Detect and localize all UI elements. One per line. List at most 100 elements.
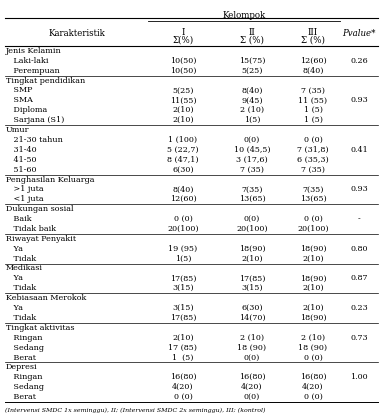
Text: 6(30): 6(30): [241, 304, 263, 312]
Text: 9(45): 9(45): [241, 97, 263, 104]
Text: 0.73: 0.73: [350, 334, 368, 342]
Text: Tidak baik: Tidak baik: [6, 225, 56, 233]
Text: I: I: [181, 28, 185, 37]
Text: 51-60: 51-60: [6, 166, 37, 173]
Text: 3(15): 3(15): [241, 284, 263, 292]
Text: 0.23: 0.23: [350, 304, 368, 312]
Text: 21-30 tahun: 21-30 tahun: [6, 136, 63, 144]
Text: Berat: Berat: [6, 393, 36, 401]
Text: Baik: Baik: [6, 215, 32, 223]
Text: Diploma: Diploma: [6, 106, 47, 114]
Text: Jenis Kelamin: Jenis Kelamin: [6, 47, 62, 55]
Text: III: III: [308, 28, 318, 37]
Text: Penghasilan Keluarga: Penghasilan Keluarga: [6, 176, 94, 183]
Text: 16(80): 16(80): [300, 373, 326, 381]
Text: <1 juta: <1 juta: [6, 195, 44, 203]
Text: Kelompok: Kelompok: [222, 11, 265, 20]
Text: 7 (31,8): 7 (31,8): [297, 146, 329, 154]
Text: 4(20): 4(20): [302, 383, 324, 391]
Text: 0.80: 0.80: [350, 245, 368, 253]
Text: 5(25): 5(25): [241, 67, 263, 75]
Text: 10(50): 10(50): [170, 57, 196, 65]
Text: Riwayat Penyakit: Riwayat Penyakit: [6, 235, 76, 243]
Text: 1 (100): 1 (100): [168, 136, 197, 144]
Text: Tingkat pendidikan: Tingkat pendidikan: [6, 77, 85, 84]
Text: 0(0): 0(0): [244, 354, 260, 362]
Text: 18(90): 18(90): [300, 245, 326, 253]
Text: >1 juta: >1 juta: [6, 186, 44, 193]
Text: 8(40): 8(40): [241, 87, 263, 94]
Text: 2(10): 2(10): [302, 255, 324, 262]
Text: 18(90): 18(90): [300, 314, 326, 322]
Text: 0(0): 0(0): [244, 393, 260, 401]
Text: Tidak: Tidak: [6, 255, 36, 262]
Text: Dukungan sosial: Dukungan sosial: [6, 205, 73, 213]
Text: 7 (35): 7 (35): [240, 166, 264, 173]
Text: 2(10): 2(10): [172, 106, 194, 114]
Text: 2(10): 2(10): [302, 304, 324, 312]
Text: 2 (10): 2 (10): [240, 106, 264, 114]
Text: 18(90): 18(90): [239, 245, 265, 253]
Text: 17 (85): 17 (85): [168, 344, 197, 352]
Text: Pvalue*: Pvalue*: [342, 29, 376, 38]
Text: 6(30): 6(30): [172, 166, 194, 173]
Text: Σ (%): Σ (%): [240, 36, 264, 45]
Text: II: II: [249, 28, 256, 37]
Text: Ringan: Ringan: [6, 334, 42, 342]
Text: 17(85): 17(85): [170, 275, 196, 282]
Text: 0.93: 0.93: [350, 186, 368, 193]
Text: (Intervensi SMDC 1x seminggu), II; (Intervensi SMDC 2x seminggu), III; (kontrol): (Intervensi SMDC 1x seminggu), II; (Inte…: [5, 408, 265, 413]
Text: 1 (5): 1 (5): [304, 106, 322, 114]
Text: SMP: SMP: [6, 87, 32, 94]
Text: 16(80): 16(80): [239, 373, 265, 381]
Text: Berat: Berat: [6, 354, 36, 362]
Text: 1 (5): 1 (5): [304, 116, 322, 124]
Text: 3(15): 3(15): [172, 284, 194, 292]
Text: 0 (0): 0 (0): [304, 354, 322, 362]
Text: SMA: SMA: [6, 97, 33, 104]
Text: Tidak: Tidak: [6, 284, 36, 292]
Text: 1(5): 1(5): [244, 116, 260, 124]
Text: 3(15): 3(15): [172, 304, 194, 312]
Text: Medikasi: Medikasi: [6, 265, 43, 272]
Text: 0.93: 0.93: [350, 97, 368, 104]
Text: 0 (0): 0 (0): [304, 393, 322, 401]
Text: 7 (35): 7 (35): [301, 166, 325, 173]
Text: 2(10): 2(10): [172, 116, 194, 124]
Text: 0 (0): 0 (0): [173, 215, 193, 223]
Text: 18 (90): 18 (90): [298, 344, 327, 352]
Text: 8(40): 8(40): [302, 67, 324, 75]
Text: 7(35): 7(35): [241, 186, 263, 193]
Text: Ya: Ya: [6, 245, 23, 253]
Text: 11(55): 11(55): [170, 97, 196, 104]
Text: Ya: Ya: [6, 304, 23, 312]
Text: 3 (17,6): 3 (17,6): [236, 156, 268, 164]
Text: Tingkat aktivitas: Tingkat aktivitas: [6, 324, 74, 332]
Text: 2 (10): 2 (10): [240, 334, 264, 342]
Text: 20(100): 20(100): [167, 225, 199, 233]
Text: 14(70): 14(70): [239, 314, 265, 322]
Text: Laki-laki: Laki-laki: [6, 57, 49, 65]
Text: 1(5): 1(5): [175, 255, 191, 262]
Text: Σ(%): Σ(%): [172, 36, 194, 45]
Text: 15(75): 15(75): [239, 57, 265, 65]
Text: Karakteristik: Karakteristik: [48, 29, 105, 38]
Text: 0 (0): 0 (0): [304, 215, 322, 223]
Text: 4(20): 4(20): [172, 383, 194, 391]
Text: 5 (22,7): 5 (22,7): [167, 146, 199, 154]
Text: Sedang: Sedang: [6, 344, 44, 352]
Text: 18 (90): 18 (90): [238, 344, 267, 352]
Text: 7(35): 7(35): [302, 186, 324, 193]
Text: -: -: [358, 215, 360, 223]
Text: 0 (0): 0 (0): [304, 136, 322, 144]
Text: 0.26: 0.26: [350, 57, 368, 65]
Text: Σ (%): Σ (%): [301, 36, 325, 45]
Text: Kebiasaan Merokok: Kebiasaan Merokok: [6, 294, 86, 302]
Text: 1.00: 1.00: [350, 373, 368, 381]
Text: 13(65): 13(65): [299, 195, 326, 203]
Text: 2(10): 2(10): [172, 334, 194, 342]
Text: 12(60): 12(60): [170, 195, 196, 203]
Text: 12(60): 12(60): [299, 57, 326, 65]
Text: 8(40): 8(40): [172, 186, 194, 193]
Text: 0(0): 0(0): [244, 215, 260, 223]
